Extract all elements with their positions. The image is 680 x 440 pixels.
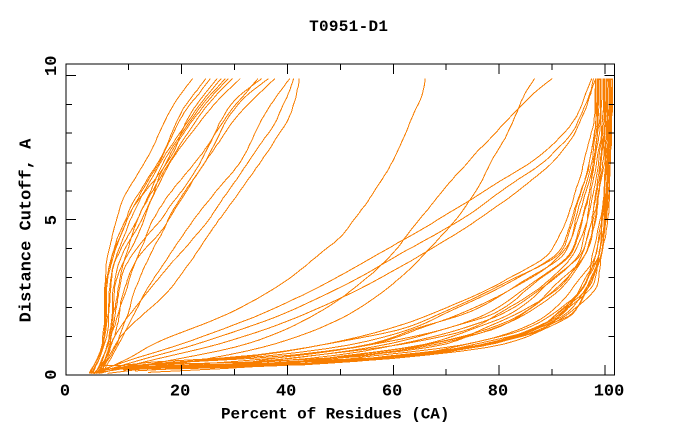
svg-text:T0951-D1: T0951-D1 xyxy=(309,18,388,36)
svg-text:Distance Cutoff, A: Distance Cutoff, A xyxy=(18,138,37,322)
svg-text:10: 10 xyxy=(43,56,62,76)
svg-text:80: 80 xyxy=(488,383,508,402)
svg-text:20: 20 xyxy=(170,383,190,402)
svg-text:100: 100 xyxy=(594,383,625,402)
svg-text:5: 5 xyxy=(43,215,62,225)
svg-text:Percent of Residues (CA): Percent of Residues (CA) xyxy=(221,405,449,423)
svg-text:40: 40 xyxy=(276,383,296,402)
svg-text:0: 0 xyxy=(43,370,62,380)
svg-text:60: 60 xyxy=(382,383,402,402)
svg-text:0: 0 xyxy=(60,383,70,402)
